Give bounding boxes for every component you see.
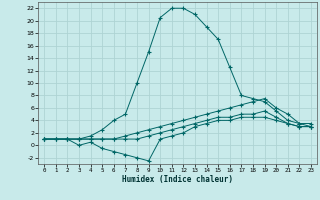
X-axis label: Humidex (Indice chaleur): Humidex (Indice chaleur) xyxy=(122,175,233,184)
